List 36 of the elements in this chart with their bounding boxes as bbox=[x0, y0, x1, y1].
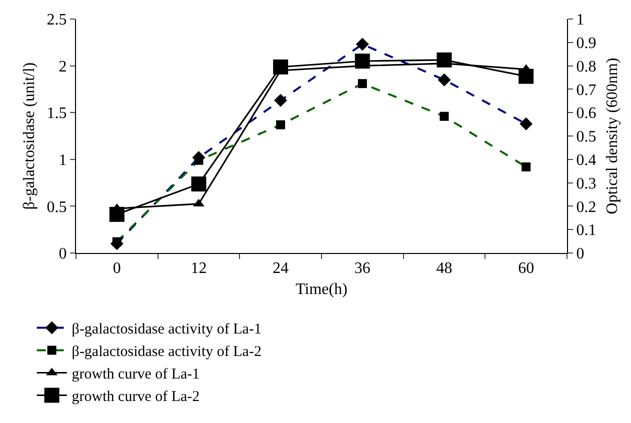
x-axis-title: Time(h) bbox=[296, 280, 348, 298]
y-axis-title: β-galactosidase (unit/l) bbox=[21, 62, 38, 210]
y2-tick-label: 0.8 bbox=[576, 58, 596, 76]
y-tick-label: 0.5 bbox=[46, 198, 67, 216]
y2-tick-label: 0.2 bbox=[576, 198, 596, 216]
y2-tick-label: 0.1 bbox=[576, 222, 596, 240]
y2-tick-label: 0.6 bbox=[576, 105, 596, 122]
y2-tick-label: 0 bbox=[576, 246, 584, 263]
legend-label: growth curve of La-2 bbox=[72, 389, 200, 406]
x-tick-label: 48 bbox=[436, 260, 452, 278]
y-tick-label: 1.5 bbox=[46, 105, 67, 122]
x-tick-label: 24 bbox=[272, 260, 289, 278]
y2-tick-label: 0.9 bbox=[576, 35, 596, 52]
point bbox=[354, 54, 370, 69]
legend-label: growth curve of La-1 bbox=[72, 366, 200, 383]
y-tick-label: 0 bbox=[58, 246, 67, 263]
point bbox=[273, 59, 288, 74]
x-tick-label: 60 bbox=[518, 260, 534, 278]
y2-axis-title: Optical density (600nm) bbox=[604, 58, 621, 214]
y-tick-label: 1 bbox=[58, 152, 67, 169]
y-tick-label: 2 bbox=[58, 58, 67, 76]
y2-tick-label: 0.3 bbox=[576, 175, 596, 192]
x-tick-label: 12 bbox=[190, 260, 207, 278]
y2-tick-label: 0.4 bbox=[576, 152, 596, 169]
y2-tick-label: 1 bbox=[576, 12, 584, 29]
point bbox=[436, 52, 452, 68]
y-tick-label: 2.5 bbox=[46, 12, 67, 29]
x-tick-label: 36 bbox=[354, 260, 370, 278]
legend-label: β-galactosidase activity of La-2 bbox=[72, 344, 262, 360]
point bbox=[109, 206, 124, 222]
legend-label: β-galactosidase activity of La-1 bbox=[72, 322, 262, 338]
point bbox=[191, 176, 206, 192]
y2-tick-label: 0.5 bbox=[576, 128, 596, 146]
y2-tick-label: 0.7 bbox=[576, 82, 596, 99]
x-tick-label: 0 bbox=[112, 260, 121, 278]
point bbox=[518, 68, 534, 84]
